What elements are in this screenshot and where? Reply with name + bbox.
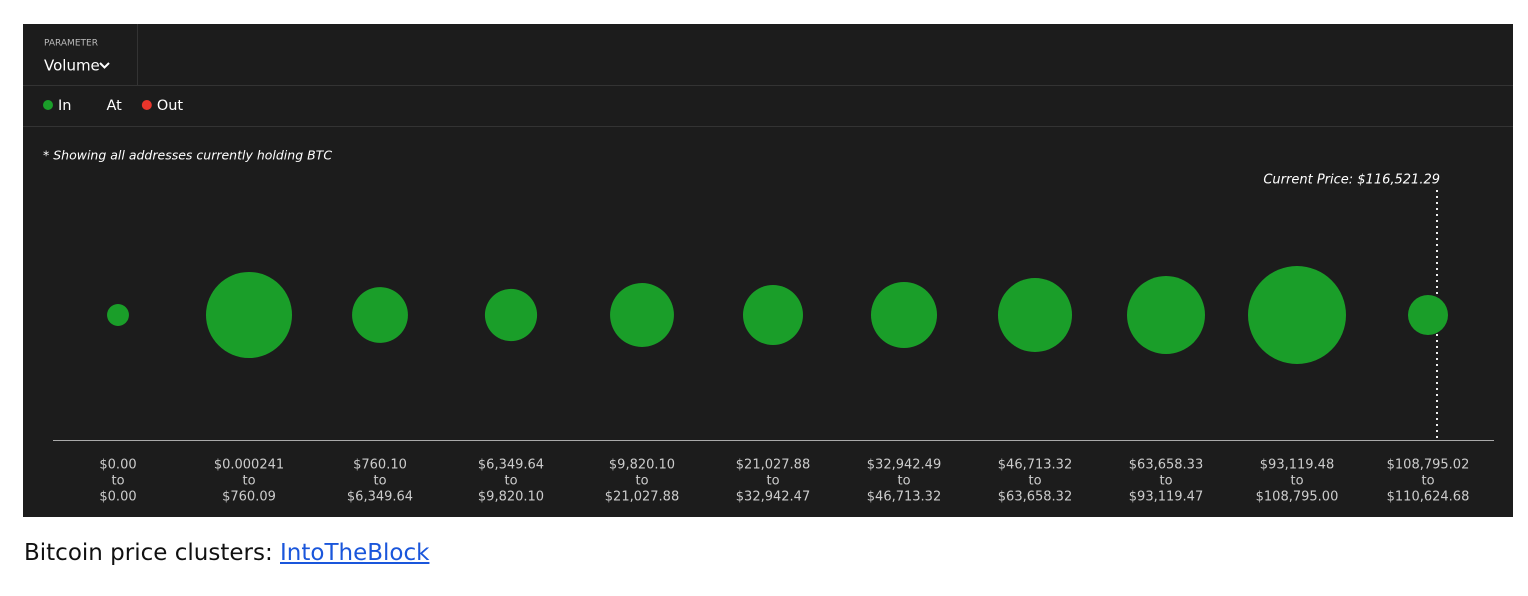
parameter-value[interactable]: Volume xyxy=(44,57,100,75)
bubble xyxy=(997,277,1073,353)
legend: In At Out xyxy=(43,98,183,114)
bubble xyxy=(484,288,538,342)
x-tick-label: to xyxy=(1290,474,1303,489)
x-tick-label: to xyxy=(373,474,386,489)
bubble xyxy=(1248,266,1346,364)
note: * Showing all addresses currently holdin… xyxy=(43,148,332,163)
x-tick-label: $6,349.64 xyxy=(478,458,544,473)
x-tick-label: $760.10 xyxy=(353,458,407,473)
x-tick-label: $21,027.88 xyxy=(605,490,679,505)
x-tick-label: $9,820.10 xyxy=(478,490,544,505)
x-tick-label: $93,119.48 xyxy=(1260,458,1334,473)
x-tick-label: $32,942.47 xyxy=(736,490,810,505)
x-tick-label: $110,624.68 xyxy=(1387,490,1470,505)
bubble xyxy=(870,281,938,349)
bubble xyxy=(352,287,408,343)
legend-dot xyxy=(141,100,152,110)
bubble xyxy=(1407,294,1449,336)
parameter-label: PARAMETER xyxy=(44,39,98,49)
x-tick-label: to xyxy=(1028,474,1041,489)
x-tick-label: $46,713.32 xyxy=(998,458,1072,473)
caption-text: Bitcoin price clusters: xyxy=(24,540,273,566)
bubble xyxy=(205,271,293,359)
x-tick-label: $63,658.33 xyxy=(1129,458,1203,473)
legend-label: Out xyxy=(157,98,184,114)
x-tick-label: to xyxy=(897,474,910,489)
x-tick-label: to xyxy=(504,474,517,489)
x-tick-label: $0.00 xyxy=(99,458,136,473)
x-tick-label: to xyxy=(1421,474,1434,489)
x-tick-label: to xyxy=(242,474,255,489)
x-tick-label: $63,658.32 xyxy=(998,490,1072,505)
chevron[interactable] xyxy=(99,62,110,69)
x-tick-label: $32,942.49 xyxy=(867,458,941,473)
legend-dot xyxy=(43,100,53,110)
x-tick-label: $21,027.88 xyxy=(736,458,810,473)
x-tick-label: $108,795.00 xyxy=(1256,490,1339,505)
x-tick-label: to xyxy=(1159,474,1172,489)
x-tick-label: $0.000241 xyxy=(214,458,284,473)
x-tick-label: $108,795.02 xyxy=(1387,458,1470,473)
bubble xyxy=(610,283,674,347)
x-tick-label: $46,713.32 xyxy=(867,490,941,505)
annotation: Current Price: $116,521.29 xyxy=(1263,173,1440,188)
caption: Bitcoin price clusters: IntoTheBlock xyxy=(24,540,429,566)
x-tick-label: $93,119.47 xyxy=(1129,490,1203,505)
legend-label: At xyxy=(106,98,122,114)
x-tick-label: $760.09 xyxy=(222,490,276,505)
chart: PARAMETER Volume * Showing all addresses… xyxy=(23,24,1513,517)
link[interactable]: IntoTheBlock xyxy=(280,540,430,566)
x-tick-label: to xyxy=(766,474,779,489)
panel xyxy=(23,24,1513,517)
x-tick-label: $9,820.10 xyxy=(609,458,675,473)
x-tick-label: to xyxy=(635,474,648,489)
bubble xyxy=(107,304,129,326)
legend-label: In xyxy=(58,98,71,114)
x-tick-label: $0.00 xyxy=(99,490,136,505)
x-tick-label: $6,349.64 xyxy=(347,490,413,505)
x-tick-label: to xyxy=(111,474,124,489)
bubble xyxy=(742,284,804,346)
bubble xyxy=(1127,276,1205,354)
